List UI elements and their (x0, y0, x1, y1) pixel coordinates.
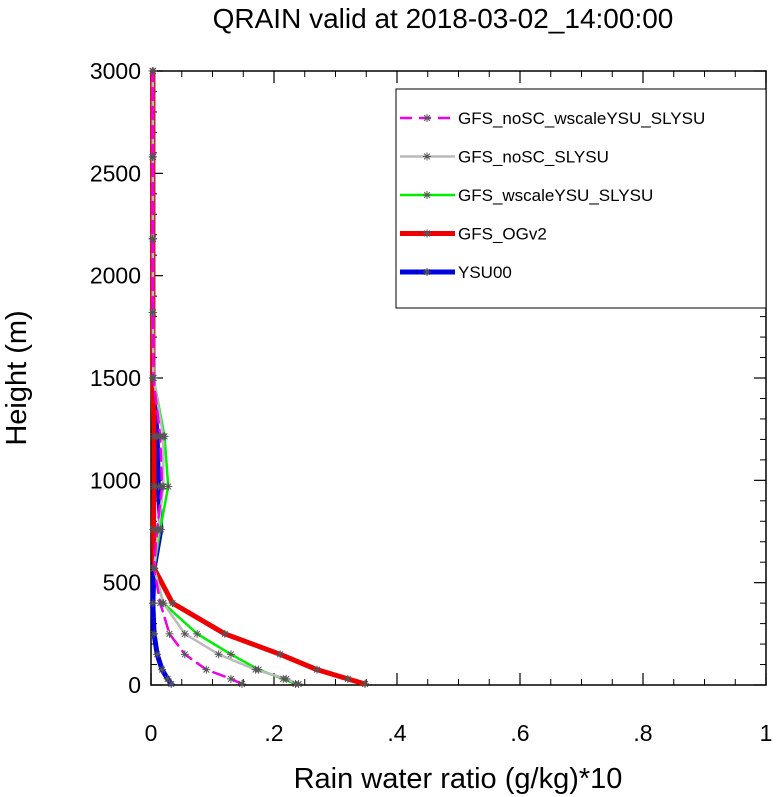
x-tick-label: .8 (633, 720, 652, 746)
chart-title: QRAIN valid at 2018-03-02_14:00:00 (213, 3, 674, 34)
point-marker (423, 268, 431, 276)
y-tick-label: 500 (103, 570, 141, 596)
point-marker (150, 432, 159, 441)
tick-labels: 0 .2 .4 .6 .8 1 0 500 1000 1500 2000 2500 3000 (90, 58, 773, 746)
point-marker (148, 152, 157, 161)
legend-box (395, 88, 767, 309)
point-marker (220, 629, 229, 638)
point-marker (226, 650, 235, 659)
point-marker (180, 650, 189, 659)
point-marker (158, 482, 167, 491)
point-marker (163, 674, 172, 683)
point-marker (150, 482, 159, 491)
legend-label: GFS_noSC_wscaleYSU_SLYSU (458, 109, 705, 128)
point-marker (202, 665, 211, 674)
point-marker (168, 599, 177, 608)
point-marker (423, 114, 431, 122)
legend: GFS_noSC_wscaleYSU_SLYSU GFS_noSC_SLYSU GF… (395, 88, 767, 309)
legend-label: GFS_OGv2 (458, 225, 547, 244)
point-marker (423, 191, 431, 199)
point-marker (167, 679, 176, 688)
point-marker (158, 665, 167, 674)
point-marker (282, 674, 291, 683)
x-tick-label: 0 (145, 720, 158, 746)
point-marker (164, 482, 173, 491)
legend-label: YSU00 (458, 263, 512, 282)
point-marker (165, 629, 174, 638)
legend-label: GFS_noSC_SLYSU (458, 148, 609, 167)
point-marker (251, 665, 260, 674)
series-line-gfs-ogv2 (150, 68, 368, 687)
point-marker (276, 650, 285, 659)
point-marker (343, 674, 352, 683)
point-marker (148, 234, 157, 243)
point-marker (238, 679, 247, 688)
y-tick-label: 3000 (90, 58, 141, 84)
point-marker (361, 679, 370, 688)
point-marker (148, 67, 157, 75)
point-marker (423, 152, 431, 161)
x-tick-label: .2 (264, 720, 283, 746)
x-tick-label: .6 (510, 720, 529, 746)
point-marker (153, 650, 162, 659)
series-line-gfs-wscaleysu-slysu (151, 69, 297, 686)
legend-label: GFS_wscaleYSU_SLYSU (458, 186, 653, 205)
point-marker (214, 650, 223, 659)
point-marker (193, 629, 202, 638)
point-marker (150, 629, 159, 638)
series-line-gfs-nosc-slysu (151, 69, 300, 686)
point-marker (156, 432, 165, 441)
point-marker (313, 665, 322, 674)
point-marker (226, 674, 235, 683)
point-marker (150, 564, 159, 573)
x-axis-title: Rain water ratio (g/kg)*10 (294, 763, 623, 795)
x-tick-label: .4 (387, 720, 406, 746)
point-marker (148, 308, 157, 317)
point-marker (149, 374, 158, 382)
point-marker (180, 629, 189, 638)
y-tick-label: 0 (128, 672, 141, 698)
y-tick-label: 1000 (90, 467, 141, 493)
y-axis-title: Height (m) (1, 310, 33, 445)
y-tick-label: 1500 (90, 365, 141, 391)
point-marker (156, 599, 165, 608)
point-marker (148, 599, 157, 608)
x-tick-label: 1 (760, 720, 773, 746)
y-tick-label: 2500 (90, 160, 141, 186)
y-tick-label: 2000 (90, 263, 141, 289)
point-marker (294, 679, 303, 688)
point-marker (153, 525, 162, 534)
series-layer (148, 67, 370, 688)
point-marker (423, 229, 431, 238)
